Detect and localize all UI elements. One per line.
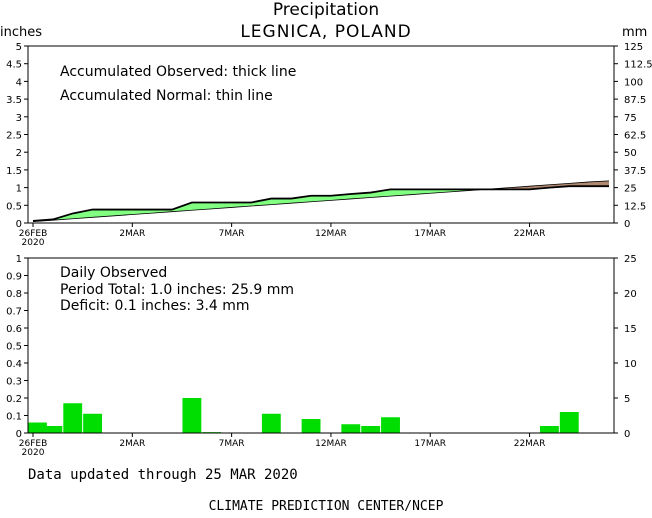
period-total-text: Period Total: 1.0 inches: 25.9 mm (60, 282, 294, 298)
data-updated-note: Data updated through 25 MAR 2020 (28, 467, 298, 483)
daily-bar (261, 413, 281, 433)
chart-title: Precipitation (272, 0, 380, 20)
x-tick-label: 2MAR (119, 229, 145, 239)
y-tick-label-right: 37.5 (624, 166, 646, 177)
x-tick-label: 2MAR (119, 439, 145, 449)
x-tick-label: 26FEB (19, 229, 48, 239)
daily-observed-label: Daily Observed (60, 265, 167, 281)
y-tick-label-right: 75 (624, 113, 637, 124)
y-tick-label-left: 0.3 (6, 377, 22, 388)
x-tick-label: 26FEB (19, 439, 48, 449)
y-tick-label-left: 1.5 (6, 166, 22, 177)
y-tick-label-left: 3.5 (6, 95, 22, 106)
y-tick-label-left: 0.4 (6, 359, 22, 370)
surplus-band (430, 189, 451, 194)
right-unit-label: mm (622, 25, 648, 40)
y-tick-label-left: 5 (16, 42, 22, 53)
x-tick-year-label: 2020 (22, 448, 45, 458)
surplus-band (191, 202, 212, 211)
daily-bar (341, 424, 361, 433)
daily-bar (381, 417, 400, 433)
y-tick-label-right: 50 (624, 148, 637, 159)
daily-bar (559, 412, 579, 433)
daily-bar (83, 413, 103, 433)
y-tick-label-left: 0.5 (6, 201, 22, 212)
y-tick-label-left: 2 (16, 148, 22, 159)
y-tick-label-left: 4 (16, 77, 22, 88)
surplus-band (72, 209, 93, 219)
y-tick-label-left: 0.5 (6, 342, 22, 353)
y-tick-label-right: 15 (624, 324, 637, 335)
y-tick-label-right: 12.5 (624, 201, 646, 212)
y-tick-label-right: 25 (624, 254, 637, 265)
y-tick-label-right: 0 (624, 429, 630, 440)
x-tick-label: 12MAR (315, 229, 347, 239)
y-tick-label-left: 1 (16, 254, 22, 265)
credit-line: CLIMATE PREDICTION CENTER/NCEP (208, 499, 444, 514)
y-tick-label-right: 10 (624, 359, 637, 370)
y-tick-label-left: 0.2 (6, 394, 22, 405)
daily-bar (539, 426, 559, 433)
daily-bar (361, 426, 381, 433)
y-tick-label-right: 100 (624, 77, 643, 88)
deficit-band (569, 181, 590, 187)
y-tick-label-left: 2.5 (6, 131, 22, 142)
y-tick-label-right: 125 (624, 42, 643, 53)
y-tick-label-left: 0.7 (6, 307, 22, 318)
y-tick-label-left: 0.6 (6, 324, 22, 335)
surplus-band (390, 189, 411, 197)
normal-line (32, 180, 610, 222)
daily-bar (43, 426, 63, 433)
y-tick-label-left: 0 (16, 219, 22, 230)
y-tick-label-left: 0 (16, 429, 22, 440)
x-tick-label: 17MAR (414, 439, 446, 449)
observed-line (32, 185, 609, 222)
surplus-band (370, 189, 391, 198)
y-tick-label-left: 0.9 (6, 272, 22, 283)
y-tick-label-right: 5 (624, 394, 630, 405)
y-tick-label-right: 87.5 (624, 95, 646, 106)
x-tick-label: 7MAR (219, 439, 245, 449)
x-tick-label: 7MAR (219, 229, 245, 239)
surplus-band (291, 195, 312, 204)
y-tick-label-left: 1 (16, 184, 22, 195)
surplus-band (112, 209, 133, 216)
y-tick-label-left: 0.8 (6, 289, 22, 300)
deficit-text: Deficit: 0.1 inches: 3.4 mm (60, 298, 250, 314)
daily-bar (28, 422, 47, 433)
y-tick-label-left: 0.1 (6, 412, 22, 423)
deficit-band (589, 180, 609, 187)
y-tick-label-right: 20 (624, 289, 637, 300)
x-tick-label: 12MAR (315, 439, 347, 449)
y-tick-label-right: 0 (624, 219, 630, 230)
x-tick-year-label: 2020 (22, 238, 45, 248)
x-tick-label: 22MAR (514, 229, 546, 239)
daily-bar (301, 419, 321, 433)
y-tick-label-left: 4.5 (6, 60, 22, 71)
y-tick-label-right: 112.5 (624, 60, 652, 71)
legend-observed-text: Accumulated Observed: thick line (60, 64, 296, 80)
y-tick-label-left: 3 (16, 113, 22, 124)
daily-bar (182, 398, 202, 433)
surplus-band (211, 202, 232, 209)
surplus-band (92, 209, 113, 218)
left-unit-label: inches (0, 25, 43, 40)
x-tick-label: 17MAR (414, 229, 446, 239)
surplus-band (311, 195, 331, 202)
y-tick-label-right: 62.5 (624, 131, 646, 142)
legend-normal-text: Accumulated Normal: thin line (60, 88, 273, 104)
chart-location: LEGNICA, POLAND (240, 22, 412, 42)
surplus-band (271, 198, 292, 205)
y-tick-label-right: 25 (624, 184, 637, 195)
daily-bar (63, 403, 83, 433)
x-tick-label: 22MAR (514, 439, 546, 449)
